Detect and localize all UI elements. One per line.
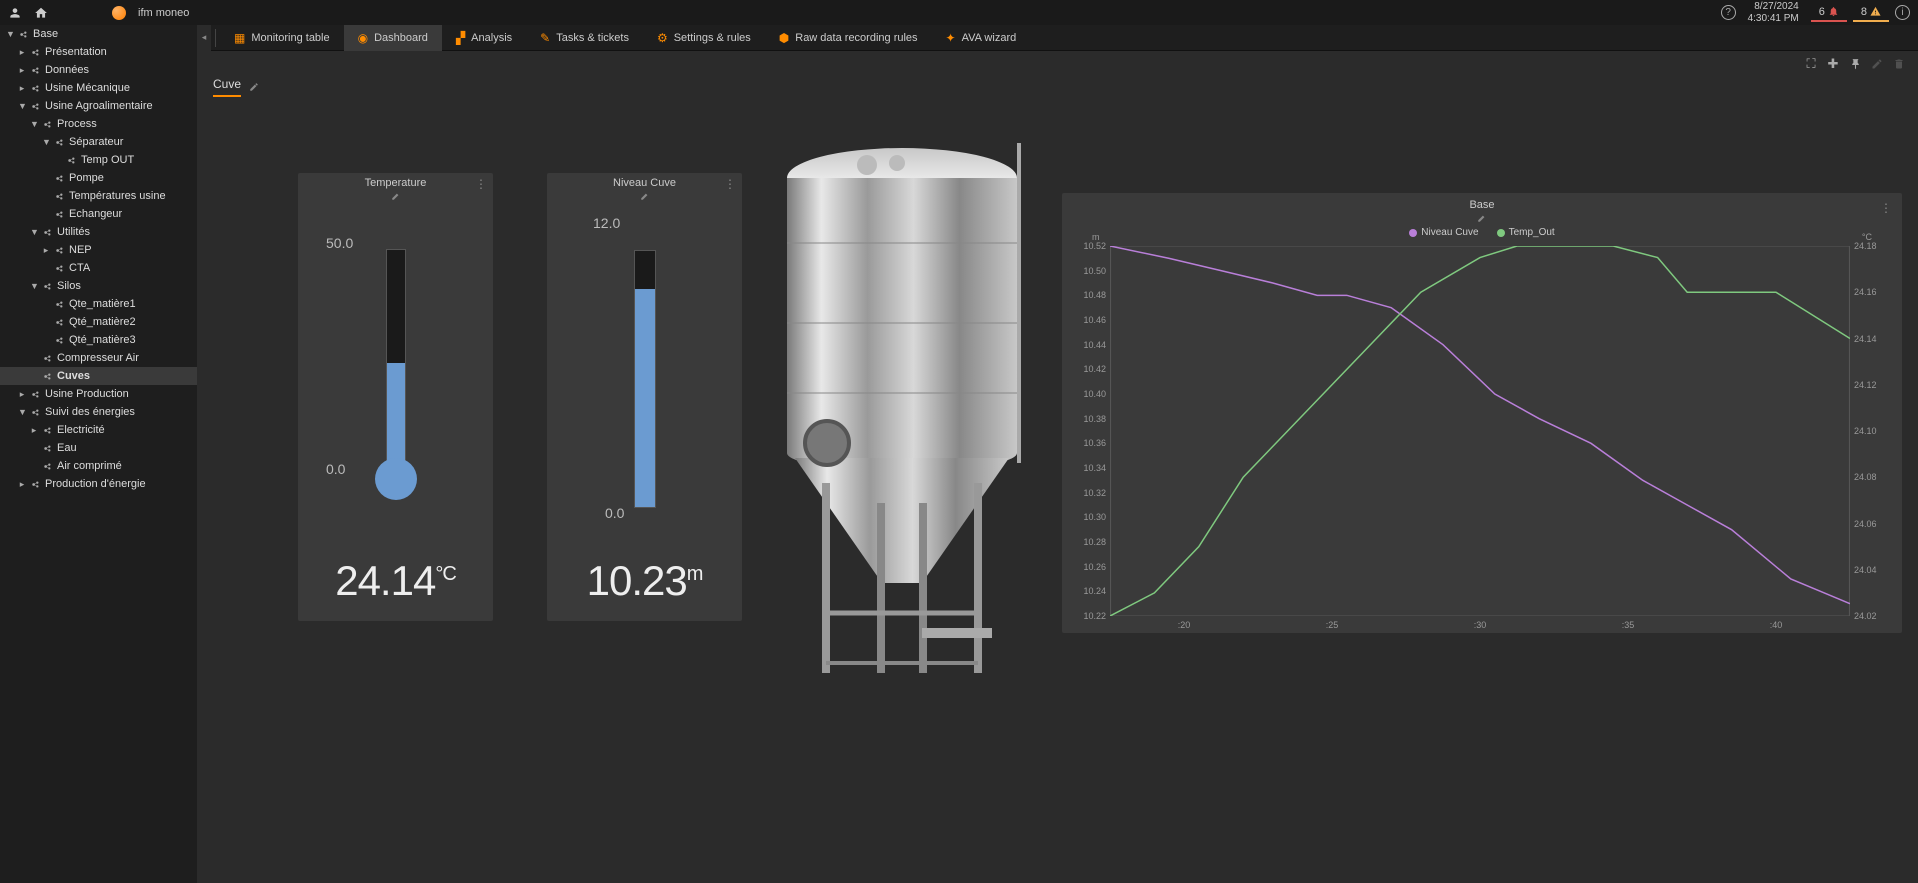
fullscreen-icon[interactable]: ⛶ bbox=[1804, 57, 1818, 71]
tab[interactable]: ⬢Raw data recording rules bbox=[765, 25, 932, 51]
brand-text: ifm moneo bbox=[138, 7, 189, 19]
bell-icon bbox=[1828, 6, 1839, 17]
gauge-max: 12.0 bbox=[593, 215, 620, 231]
tree-item[interactable]: ▸Données bbox=[0, 61, 197, 79]
datetime: 8/27/2024 4:30:41 PM bbox=[1742, 1, 1805, 25]
gauge-title: Niveau Cuve bbox=[613, 177, 676, 189]
tab[interactable]: ✎Tasks & tickets bbox=[526, 25, 643, 51]
edit-panel-icon[interactable] bbox=[391, 191, 401, 201]
gauge-value: 10.23m bbox=[587, 557, 703, 621]
tree-item[interactable]: ▼Suivi des énergies bbox=[0, 403, 197, 421]
tree-item[interactable]: ▼Utilités bbox=[0, 223, 197, 241]
tree-item[interactable]: Compresseur Air bbox=[0, 349, 197, 367]
tree-item[interactable]: ▸NEP bbox=[0, 241, 197, 259]
tree-item[interactable]: Qté_matière3 bbox=[0, 331, 197, 349]
tree-item[interactable]: ▼Silos bbox=[0, 277, 197, 295]
tree-item[interactable]: ▸Présentation bbox=[0, 43, 197, 61]
tab[interactable]: ⚙Settings & rules bbox=[643, 25, 765, 51]
add-icon[interactable]: ✚ bbox=[1826, 57, 1840, 71]
edit-panel-icon[interactable] bbox=[640, 191, 650, 201]
tab[interactable]: ▞Analysis bbox=[442, 25, 526, 51]
user-icon[interactable] bbox=[8, 6, 22, 20]
tabbar: ◂ ▦Monitoring table◉Dashboard▞Analysis✎T… bbox=[197, 25, 1918, 51]
panel-menu-icon[interactable]: ⋮ bbox=[475, 177, 487, 191]
edit-panel-icon[interactable] bbox=[1477, 213, 1487, 223]
dashboard-toolbar: ⛶ ✚ bbox=[197, 51, 1918, 77]
tree-item[interactable]: ▼Process bbox=[0, 115, 197, 133]
gauge-min: 0.0 bbox=[605, 505, 624, 521]
tab[interactable]: ▦Monitoring table bbox=[220, 25, 344, 51]
gauge-value: 24.14°C bbox=[335, 557, 456, 621]
tree-item[interactable]: Températures usine bbox=[0, 187, 197, 205]
gauge-min: 0.0 bbox=[326, 461, 345, 477]
tree-item[interactable]: ▸Usine Production bbox=[0, 385, 197, 403]
tab[interactable]: ✦AVA wizard bbox=[932, 25, 1031, 51]
edit-icon[interactable] bbox=[1870, 57, 1884, 71]
chart-title: Base bbox=[1469, 199, 1494, 211]
help-icon[interactable]: ? bbox=[1721, 5, 1736, 20]
delete-icon[interactable] bbox=[1892, 57, 1906, 71]
tree-item[interactable]: Cuves bbox=[0, 367, 197, 385]
tree-item[interactable]: ▼Usine Agroalimentaire bbox=[0, 97, 197, 115]
tree-item[interactable]: ▸Electricité bbox=[0, 421, 197, 439]
collapse-sidebar-button[interactable]: ◂ bbox=[197, 25, 211, 51]
info-icon[interactable]: i bbox=[1895, 5, 1910, 20]
tree-item[interactable]: Qte_matière1 bbox=[0, 295, 197, 313]
topbar: ifm moneo ? 8/27/2024 4:30:41 PM 6 8 i bbox=[0, 0, 1918, 25]
sidebar-tree: ▼Base▸Présentation▸Données▸Usine Mécaniq… bbox=[0, 25, 197, 883]
home-icon[interactable] bbox=[34, 6, 48, 20]
tree-item[interactable]: Pompe bbox=[0, 169, 197, 187]
tree-item[interactable]: ▼Base bbox=[0, 25, 197, 43]
edit-title-icon[interactable] bbox=[249, 82, 259, 92]
tank-image bbox=[752, 113, 1052, 713]
gauge-max: 50.0 bbox=[326, 235, 353, 251]
chart-panel: Base ⋮ Niveau CuveTemp_Out m °C 10.5210.… bbox=[1062, 193, 1902, 633]
warning-icon bbox=[1870, 6, 1881, 17]
tree-item[interactable]: Echangeur bbox=[0, 205, 197, 223]
tab[interactable]: ◉Dashboard bbox=[344, 25, 442, 51]
tree-item[interactable]: Qté_matière2 bbox=[0, 313, 197, 331]
legend-item[interactable]: Temp_Out bbox=[1497, 227, 1555, 238]
dashboard-title: Cuve bbox=[213, 77, 241, 97]
temperature-gauge-panel: Temperature ⋮ 50.0 0.0 24.14°C bbox=[298, 173, 493, 621]
tree-item[interactable]: CTA bbox=[0, 259, 197, 277]
brand-icon bbox=[112, 6, 126, 20]
panel-menu-icon[interactable]: ⋮ bbox=[1880, 201, 1892, 215]
tree-item[interactable]: Air comprimé bbox=[0, 457, 197, 475]
legend-item[interactable]: Niveau Cuve bbox=[1409, 227, 1478, 238]
gauge-title: Temperature bbox=[365, 177, 427, 189]
tree-item[interactable]: Temp OUT bbox=[0, 151, 197, 169]
pin-icon[interactable] bbox=[1848, 57, 1862, 71]
tree-item[interactable]: Eau bbox=[0, 439, 197, 457]
alert-red-badge[interactable]: 6 bbox=[1811, 4, 1847, 22]
tree-item[interactable]: ▸Production d'énergie bbox=[0, 475, 197, 493]
alert-orange-badge[interactable]: 8 bbox=[1853, 4, 1889, 22]
level-gauge-panel: Niveau Cuve ⋮ 12.0 0.0 10.23m bbox=[547, 173, 742, 621]
tree-item[interactable]: ▼Séparateur bbox=[0, 133, 197, 151]
tree-item[interactable]: ▸Usine Mécanique bbox=[0, 79, 197, 97]
panel-menu-icon[interactable]: ⋮ bbox=[724, 177, 736, 191]
